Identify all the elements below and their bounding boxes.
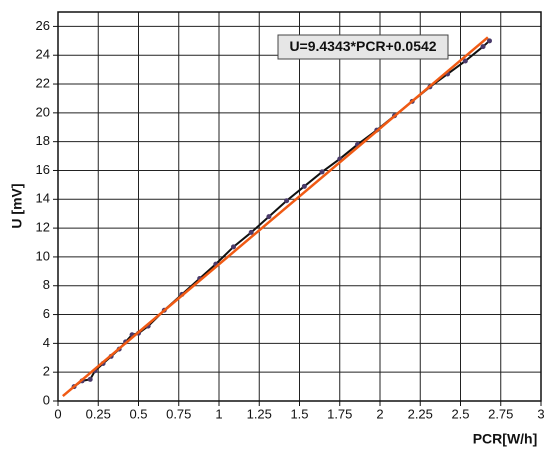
y-tick-label: 14 <box>36 191 50 206</box>
data-point <box>462 58 468 64</box>
x-tick-label: 2.5 <box>451 406 469 421</box>
marks <box>62 36 492 398</box>
annotation: U=9.4343*PCR+0.0542 <box>289 38 436 54</box>
y-tick-label: 26 <box>36 18 50 33</box>
x-tick-label: 2.75 <box>488 406 513 421</box>
x-tick-label: 0.75 <box>166 406 191 421</box>
x-tick-label: 0.25 <box>86 406 111 421</box>
data-point <box>248 229 254 235</box>
x-tick-label: 1.25 <box>247 406 272 421</box>
y-tick-label: 10 <box>36 248 50 263</box>
y-tick-label: 2 <box>43 364 50 379</box>
x-tick-label: 1.75 <box>327 406 352 421</box>
data-point <box>319 169 325 175</box>
y-tick-label: 20 <box>36 104 50 119</box>
y-tick-label: 18 <box>36 133 50 148</box>
x-tick-label: 0 <box>54 406 61 421</box>
y-tick-label: 24 <box>36 47 50 62</box>
x-tick-label: 2.25 <box>408 406 433 421</box>
data-point <box>301 183 307 189</box>
y-tick-label: 6 <box>43 306 50 321</box>
data-point <box>480 44 486 50</box>
x-tick-label: 0.5 <box>129 406 147 421</box>
y-tick-label: 12 <box>36 220 50 235</box>
x-tick-label: 3 <box>537 406 544 421</box>
plot-frame <box>57 11 542 402</box>
data-point <box>486 38 492 44</box>
data-point <box>284 198 290 204</box>
y-tick-label: 22 <box>36 75 50 90</box>
x-tick-label: 1.5 <box>290 406 308 421</box>
y-tick-label: 8 <box>43 277 50 292</box>
y-axis-title: U [mV] <box>9 183 25 228</box>
data-point <box>87 376 93 382</box>
data-point <box>266 214 272 220</box>
x-axis-title: PCR[W/h] <box>473 431 538 447</box>
x-tick-label: 1 <box>215 406 222 421</box>
y-tick-label: 0 <box>43 392 50 407</box>
annotation-box <box>277 34 449 60</box>
y-tick-label: 4 <box>43 335 50 350</box>
data-point <box>230 244 236 250</box>
y-tick-label: 16 <box>36 162 50 177</box>
series-line <box>62 36 489 398</box>
x-tick-label: 2 <box>376 406 383 421</box>
